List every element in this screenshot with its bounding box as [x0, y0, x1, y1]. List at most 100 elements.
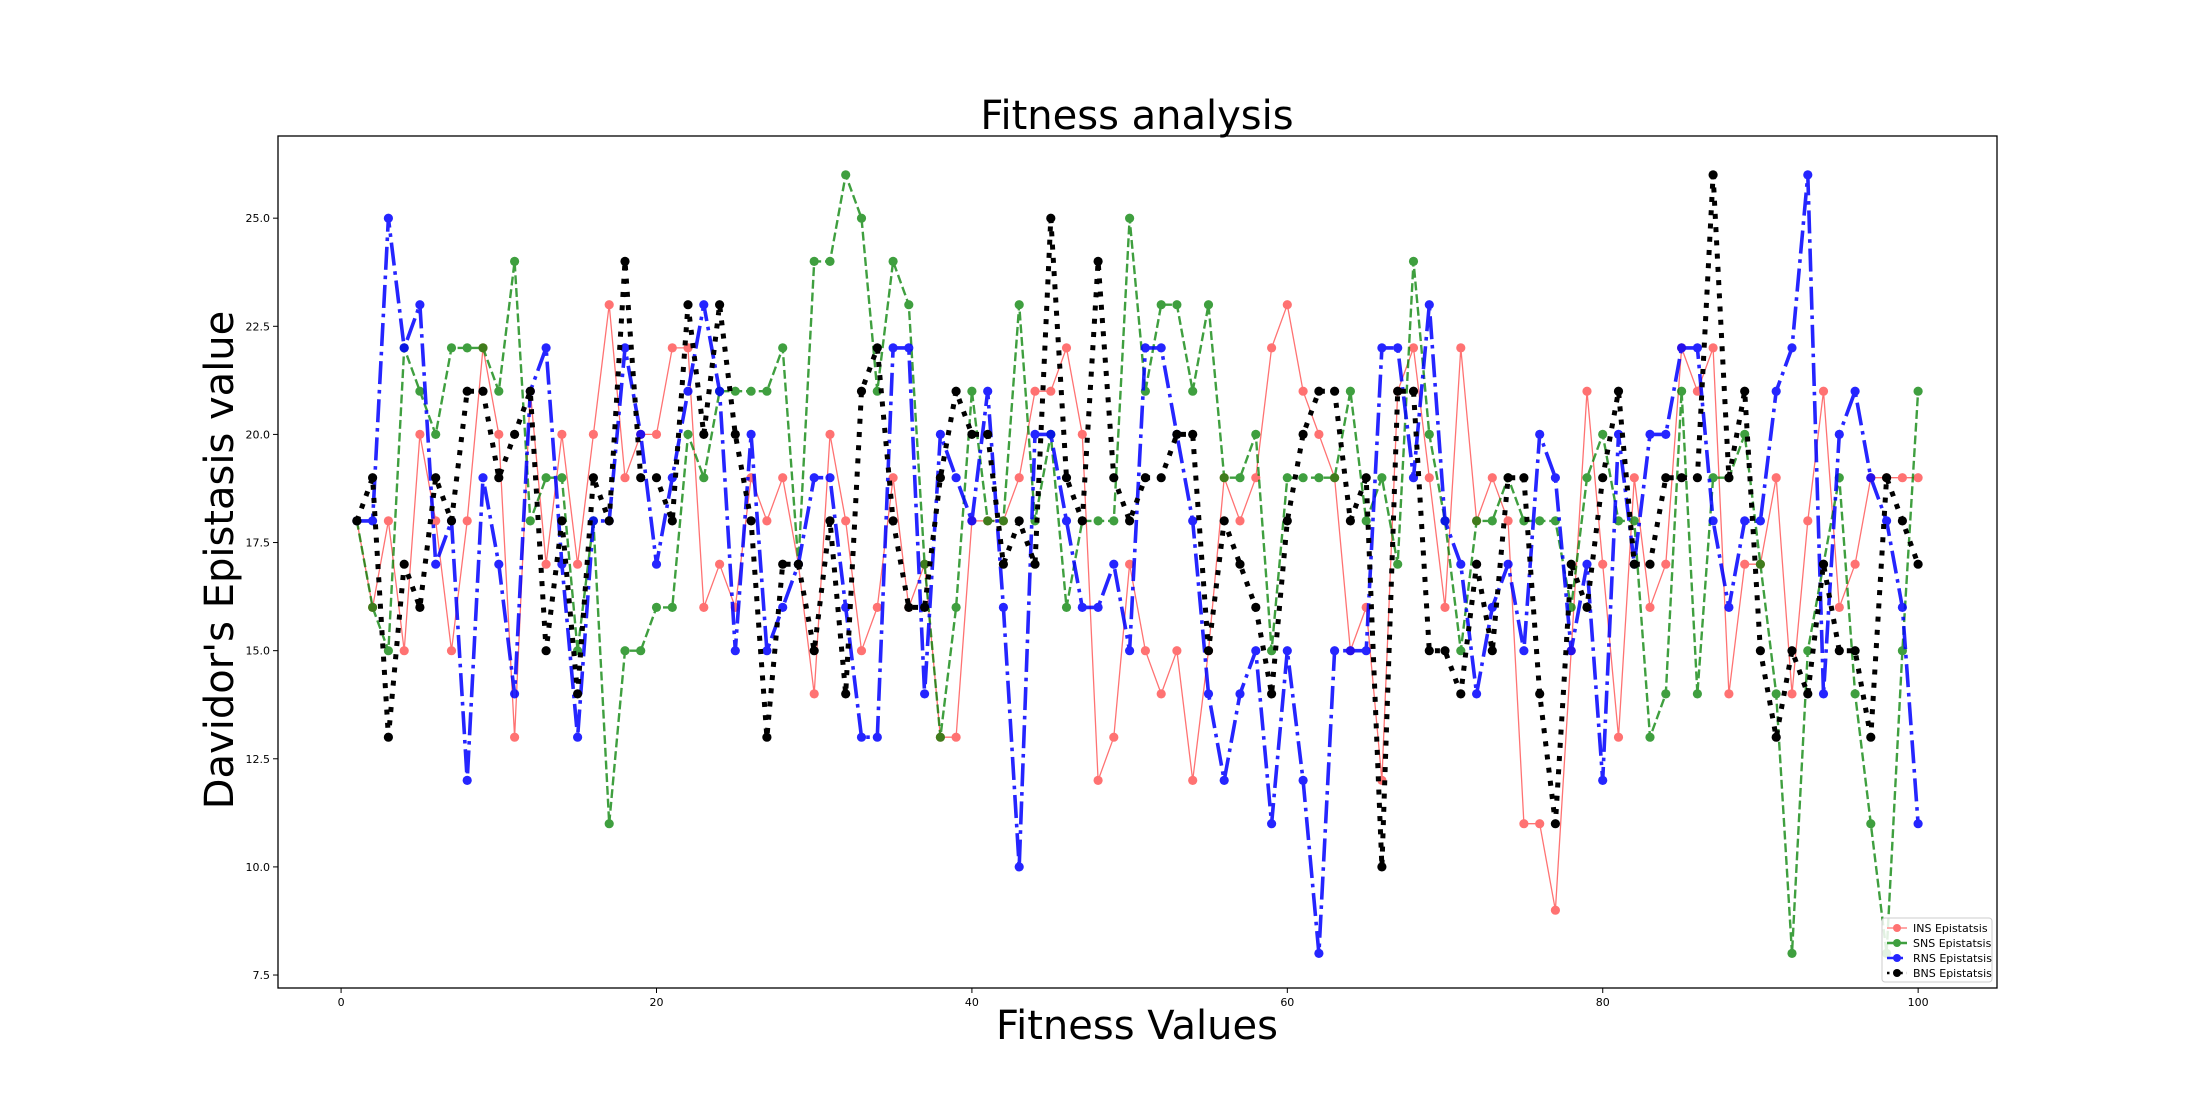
data-point: [1834, 646, 1844, 656]
data-point: [825, 473, 835, 483]
data-point: [573, 559, 583, 569]
data-point: [1393, 386, 1403, 396]
y-tick-label: 25.0: [246, 212, 271, 225]
legend-swatch-marker: [1893, 969, 1901, 977]
data-point: [399, 343, 409, 353]
data-point: [557, 429, 567, 439]
data-point: [383, 646, 393, 656]
data-point: [620, 256, 630, 266]
data-point: [383, 213, 393, 223]
data-point: [841, 689, 851, 699]
data-point: [1550, 473, 1560, 483]
data-point: [1598, 559, 1608, 569]
data-point: [683, 386, 693, 396]
data-point: [1692, 473, 1702, 483]
data-point: [1582, 602, 1592, 613]
data-point: [809, 256, 819, 266]
x-tick-label: 0: [338, 996, 345, 1009]
data-point: [1377, 343, 1387, 353]
data-point: [1298, 386, 1308, 396]
data-point: [1834, 602, 1844, 613]
data-point: [1424, 429, 1434, 439]
data-point: [1535, 516, 1545, 526]
data-point: [1267, 343, 1277, 353]
data-point: [462, 775, 472, 786]
data-point: [1440, 516, 1450, 526]
data-point: [1298, 473, 1308, 483]
data-point: [904, 602, 914, 613]
data-point: [352, 516, 362, 526]
data-point: [399, 559, 409, 569]
x-tick-label: 80: [1596, 996, 1610, 1009]
data-point: [1377, 473, 1387, 483]
data-point: [1771, 386, 1781, 396]
data-point: [1598, 775, 1608, 786]
data-point: [1408, 256, 1419, 266]
data-point: [1456, 646, 1466, 656]
data-point: [825, 429, 835, 439]
data-point: [856, 732, 867, 742]
data-point: [415, 300, 425, 310]
data-point: [651, 429, 662, 439]
legend-swatch-marker: [1893, 954, 1901, 962]
data-point: [1109, 473, 1119, 483]
data-point: [856, 386, 867, 396]
data-point: [1140, 473, 1150, 483]
data-point: [1456, 559, 1466, 569]
data-point: [1755, 646, 1765, 656]
data-point: [1771, 689, 1781, 699]
legend-label: BNS Epistatsis: [1913, 967, 1992, 980]
data-point: [620, 343, 630, 353]
legend-entry: [1887, 939, 1907, 947]
data-point: [856, 213, 867, 223]
data-point: [1803, 516, 1813, 526]
data-point: [509, 429, 520, 439]
data-point: [1282, 516, 1292, 526]
legend-label: INS Epistatsis: [1913, 922, 1988, 935]
data-point: [1692, 343, 1702, 353]
data-point: [604, 300, 614, 310]
data-point: [1014, 862, 1024, 872]
data-point: [1661, 473, 1671, 483]
data-point: [809, 689, 819, 699]
data-point: [636, 646, 646, 656]
chart-title: Fitness analysis: [980, 93, 1293, 139]
data-point: [951, 602, 961, 613]
data-point: [1787, 948, 1797, 959]
data-point: [1314, 386, 1324, 396]
data-point: [1566, 559, 1576, 569]
data-point: [1014, 300, 1024, 310]
data-point: [509, 689, 520, 699]
data-point: [1866, 473, 1876, 483]
data-point: [1740, 386, 1750, 396]
data-point: [1330, 646, 1340, 656]
legend-box: [1881, 917, 1993, 983]
data-point: [1677, 386, 1687, 396]
x-tick-label: 100: [1908, 996, 1929, 1009]
data-point: [1030, 386, 1040, 396]
data-point: [1866, 732, 1876, 742]
data-point: [1251, 429, 1261, 439]
data-point: [983, 516, 993, 526]
data-point: [1771, 473, 1781, 483]
data-point: [1408, 473, 1419, 483]
data-point: [856, 646, 867, 656]
data-point: [715, 559, 725, 569]
data-point: [1803, 689, 1813, 699]
data-point: [683, 343, 693, 353]
data-point: [1487, 646, 1497, 656]
data-point: [573, 732, 583, 742]
data-point: [1156, 343, 1166, 353]
data-point: [1755, 559, 1765, 569]
legend-entry: [1887, 924, 1907, 932]
data-point: [1393, 559, 1403, 569]
data-point: [699, 300, 709, 310]
data-point: [573, 689, 583, 699]
data-point: [1850, 689, 1860, 699]
data-point: [1408, 343, 1419, 353]
x-tick-label: 60: [1280, 996, 1294, 1009]
data-point: [1140, 343, 1150, 353]
data-point: [951, 473, 961, 483]
data-point: [604, 516, 614, 526]
